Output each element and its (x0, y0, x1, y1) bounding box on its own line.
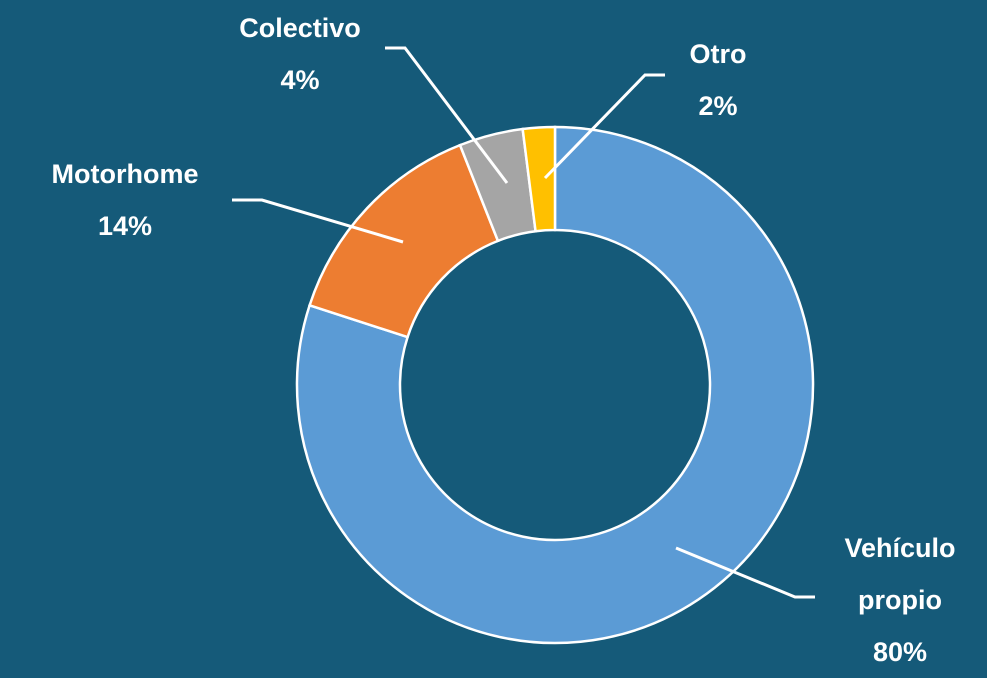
data-label: Otro 2% (658, 28, 778, 132)
value-label: 4% (280, 65, 320, 95)
slice (295, 125, 815, 645)
category-label: Motorhome (51, 159, 199, 189)
leader-line (543, 73, 665, 180)
data-label: Colectivo 4% (190, 2, 410, 106)
value-label: 2% (698, 91, 738, 121)
category-label: Vehículo propio (844, 533, 956, 615)
category-label: Colectivo (239, 13, 361, 43)
category-label: Otro (689, 39, 747, 69)
data-label: Vehículo propio 80% (840, 522, 960, 678)
slice (308, 143, 500, 339)
data-label: Motorhome 14% (0, 148, 255, 252)
slices (295, 125, 815, 645)
slice (521, 125, 557, 233)
value-label: 14% (97, 211, 153, 241)
leader-line (385, 46, 509, 184)
leader-lines (232, 46, 815, 599)
leader-line (232, 198, 404, 244)
value-label: 80% (872, 637, 928, 667)
leader-line (675, 546, 815, 599)
